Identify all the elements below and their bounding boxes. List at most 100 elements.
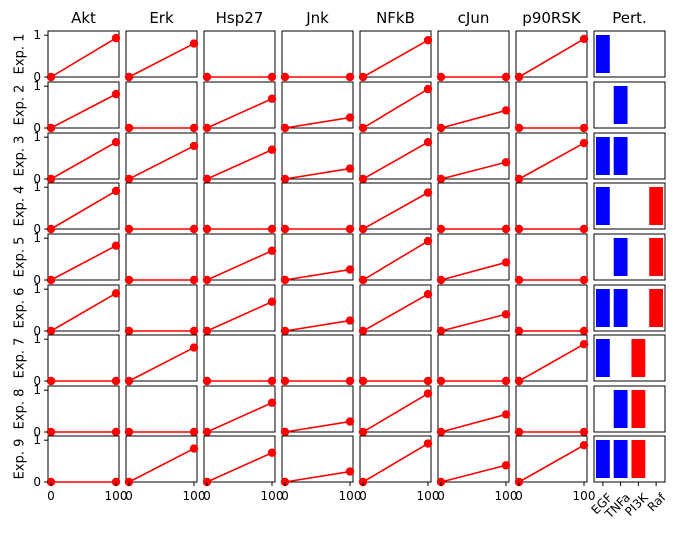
x-tick-label: 0 — [437, 489, 445, 503]
data-point-end — [111, 241, 121, 250]
data-point-end — [267, 72, 277, 82]
pert-bar-pi3k — [631, 390, 646, 428]
x-tick-label: 100 — [105, 489, 128, 503]
column-title-nfkb: NFkB — [376, 9, 415, 27]
data-point-end — [423, 376, 433, 386]
panel-frame — [359, 233, 432, 281]
data-point-end — [267, 376, 277, 386]
data-point-end — [501, 376, 511, 386]
data-point-start — [124, 174, 134, 184]
panel-frame — [125, 385, 198, 433]
data-point-end — [501, 410, 511, 419]
data-point-end — [111, 289, 121, 298]
series-line — [362, 88, 429, 129]
series-line — [362, 240, 429, 281]
pert-bar-pi3k — [631, 440, 646, 478]
data-point-start — [358, 326, 368, 336]
data-point-start — [46, 123, 56, 133]
panel-frame — [47, 132, 120, 180]
data-point-end — [267, 297, 277, 306]
panel-frame — [437, 30, 510, 78]
panel-frame — [281, 81, 354, 129]
panel-frame — [125, 284, 198, 332]
series-line — [440, 464, 507, 483]
series-line — [362, 39, 429, 78]
data-point-end — [267, 398, 277, 407]
panel-frame — [47, 182, 120, 230]
series-line — [206, 300, 273, 332]
panel-frame — [203, 385, 276, 433]
data-point-start — [436, 224, 446, 234]
panel-frame — [47, 233, 120, 281]
x-tick-label: 0 — [281, 489, 289, 503]
panel-frame — [47, 334, 120, 382]
pert-label-raf: Raf — [645, 490, 669, 514]
data-point-start — [202, 427, 212, 437]
data-point-start — [124, 326, 134, 336]
data-point-end — [345, 376, 355, 386]
panel-frame — [359, 284, 432, 332]
series-line — [284, 167, 351, 180]
data-point-start — [436, 427, 446, 437]
panel-frame — [47, 30, 120, 78]
data-point-end — [423, 236, 433, 246]
row-label-exp-9: Exp. 9 — [13, 439, 28, 480]
panel-frame — [359, 81, 432, 129]
data-point-start — [124, 72, 134, 82]
panel-frame — [359, 182, 432, 230]
data-point-start — [358, 376, 368, 386]
panel-frame — [359, 435, 432, 483]
series-line — [518, 343, 585, 382]
series-line — [440, 413, 507, 433]
data-point-start — [46, 72, 56, 82]
pert-bar-egf — [595, 289, 610, 327]
data-point-start — [202, 123, 212, 133]
pert-bar-egf — [595, 137, 610, 175]
y-tick-label: 1 — [33, 28, 41, 42]
data-point-end — [345, 265, 355, 274]
data-point-start — [358, 123, 368, 133]
panel-frame — [437, 182, 510, 230]
series-line — [128, 346, 195, 382]
panel-frame — [437, 233, 510, 281]
series-line — [284, 116, 351, 129]
data-point-end — [579, 123, 589, 133]
data-point-start — [514, 174, 524, 184]
y-tick-label: 0 — [33, 324, 41, 338]
panel-frame — [515, 132, 588, 180]
data-point-end — [267, 246, 277, 255]
panel-frame — [515, 30, 588, 78]
x-tick-label: 0 — [47, 489, 55, 503]
data-point-start — [202, 224, 212, 234]
data-point-end — [423, 138, 433, 147]
x-tick-label: 100 — [183, 489, 206, 503]
data-point-start — [514, 376, 524, 386]
panel-frame — [125, 30, 198, 78]
panel-frame — [359, 30, 432, 78]
row-label-exp-8: Exp. 8 — [13, 389, 28, 430]
x-tick-label: 0 — [359, 489, 367, 503]
data-point-start — [436, 72, 446, 82]
x-tick-label: 0 — [203, 489, 211, 503]
series-line — [440, 313, 507, 332]
panel-frame — [125, 182, 198, 230]
panel-frame — [437, 385, 510, 433]
data-point-start — [358, 72, 368, 82]
panel-frame — [281, 284, 354, 332]
data-point-end — [267, 94, 277, 103]
y-tick-label: 0 — [33, 475, 41, 489]
panel-frame — [281, 334, 354, 382]
data-point-start — [280, 275, 290, 285]
column-title-jnk: Jnk — [305, 9, 329, 27]
x-tick-label: 0 — [515, 489, 523, 503]
data-point-end — [423, 188, 433, 197]
panel-frame — [281, 435, 354, 483]
data-point-start — [202, 326, 212, 336]
data-point-end — [267, 224, 277, 234]
data-point-end — [189, 224, 199, 234]
data-point-start — [202, 376, 212, 386]
pert-bar-egf — [595, 35, 610, 73]
data-point-start — [124, 275, 134, 285]
data-point-start — [202, 174, 212, 184]
